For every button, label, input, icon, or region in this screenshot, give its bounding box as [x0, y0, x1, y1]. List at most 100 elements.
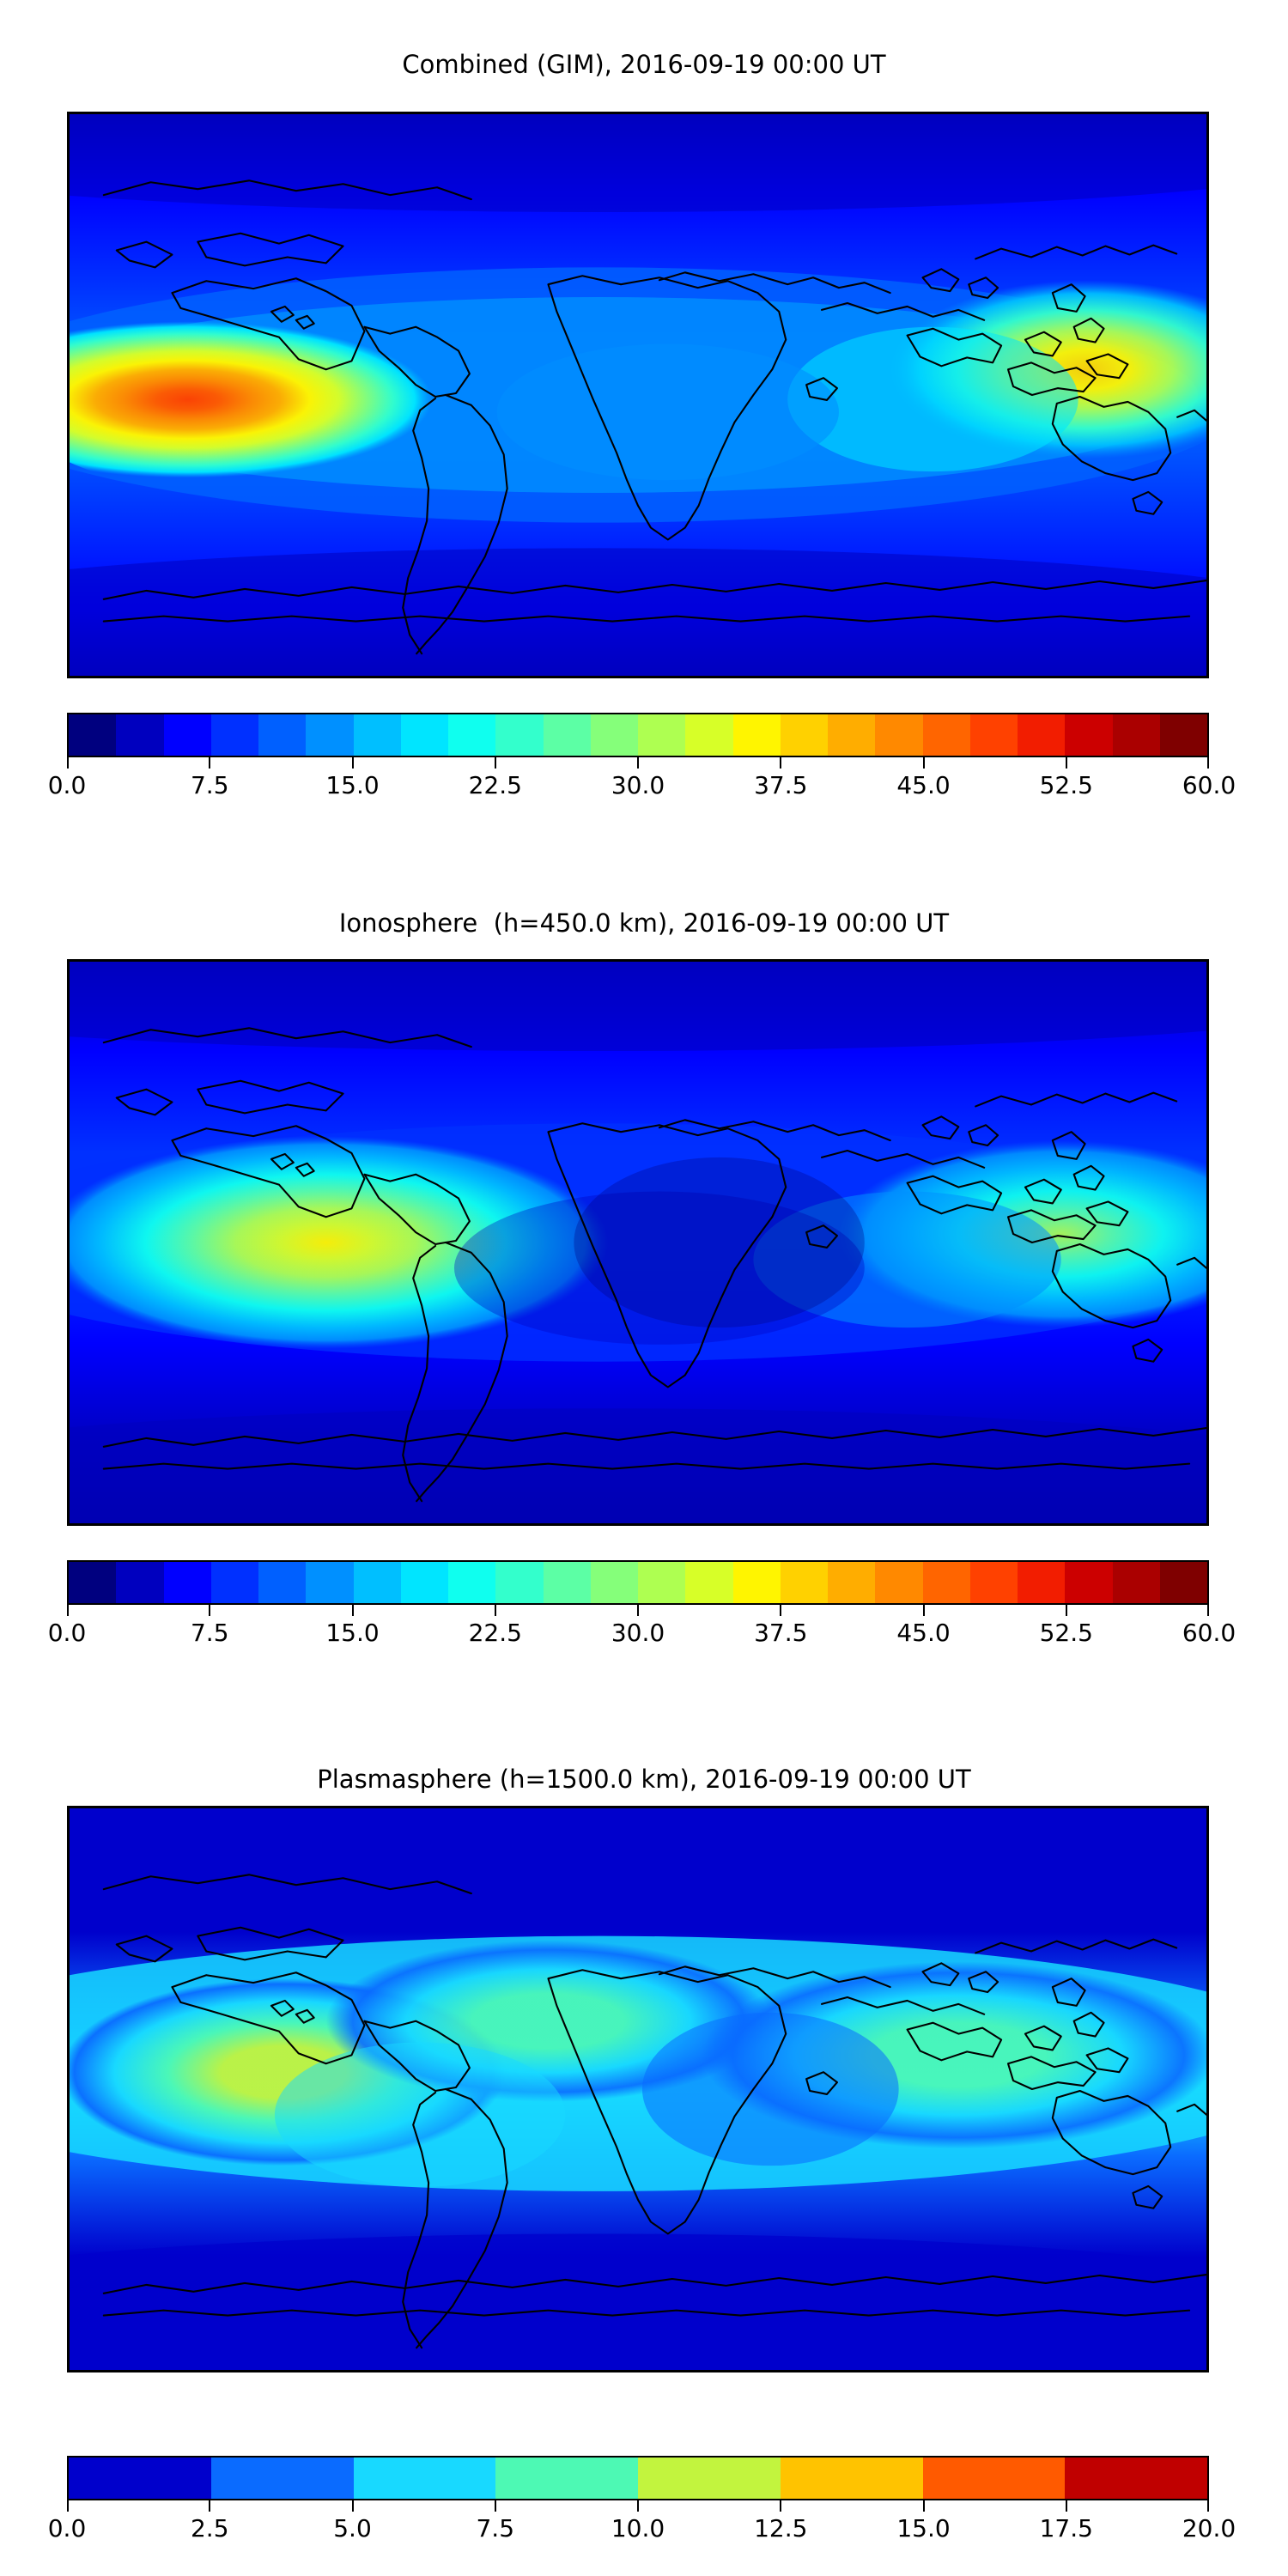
colorbar-tick-label: 2.5: [190, 2514, 229, 2543]
colorbar-tick: [1207, 1605, 1209, 1616]
colorbar-tick-label: 5.0: [333, 2514, 372, 2543]
panel-ionosphere: Ionosphere (h=450.0 km), 2016-09-19 00:0…: [0, 859, 1288, 1717]
colorbar-tick: [67, 1605, 69, 1616]
colorbar-tick-label: 52.5: [1039, 1619, 1093, 1647]
colorbar-tick-label: 37.5: [754, 1619, 808, 1647]
colorbar-ionosphere-labels: 0.0 7.5 15.0 22.5 30.0 37.5 45.0 52.5 60.0: [48, 1617, 1236, 1651]
colorbar-tick-label: 37.5: [754, 771, 808, 799]
colorbar-tick-label: 30.0: [611, 1619, 665, 1647]
colorbar-tick: [494, 2500, 496, 2512]
colorbar-plasmasphere-labels: 0.0 2.5 5.0 7.5 10.0 12.5 15.0 17.5 20.0: [48, 2512, 1236, 2547]
colorbar-plasmasphere-ticks: [67, 2500, 1209, 2512]
colorbar-segment: [495, 1562, 544, 1603]
colorbar-tick-label: 10.0: [611, 2514, 665, 2543]
colorbar-segment: [495, 714, 544, 756]
colorbar-tick-label: 17.5: [1039, 2514, 1093, 2543]
colorbar-plasmasphere-bar: [67, 2456, 1209, 2500]
map-canvas-plasmasphere: [70, 1808, 1206, 2370]
panel-plasmasphere: Plasmasphere (h=1500.0 km), 2016-09-19 0…: [0, 1717, 1288, 2576]
colorbar-tick: [351, 757, 354, 769]
colorbar-tick: [922, 2500, 925, 2512]
colorbar-segment: [732, 1562, 781, 1603]
colorbar-tick: [1065, 1605, 1067, 1616]
colorbar-segment: [163, 1562, 211, 1603]
colorbar-ionosphere-ticks: [67, 1605, 1209, 1617]
colorbar-segment: [353, 2458, 496, 2499]
colorbar-segment: [1065, 714, 1113, 756]
colorbar-plasmasphere: 0.0 2.5 5.0 7.5 10.0 12.5 15.0 17.5 20.0: [48, 2456, 1236, 2547]
colorbar-segment: [780, 2458, 923, 2499]
colorbar-segment: [116, 714, 164, 756]
colorbar-tick: [780, 757, 782, 769]
map-canvas-ionosphere: [70, 962, 1206, 1523]
colorbar-segment: [1159, 714, 1207, 756]
colorbar-segment: [116, 1562, 164, 1603]
colorbar-segment: [780, 714, 828, 756]
colorbar-segment: [163, 714, 211, 756]
colorbar-segment: [922, 1562, 970, 1603]
colorbar-segment: [828, 1562, 876, 1603]
colorbar-segment: [258, 714, 307, 756]
colorbar-segment: [353, 714, 401, 756]
colorbar-tick: [637, 1605, 639, 1616]
colorbar-tick-label: 7.5: [190, 771, 229, 799]
colorbar-segment: [685, 714, 733, 756]
panel-combined-gim: Combined (GIM), 2016-09-19 00:00 UT: [0, 0, 1288, 859]
colorbar-combined-bar: [67, 713, 1209, 757]
coastlines-combined: [102, 179, 1206, 655]
colorbar-segment: [875, 714, 923, 756]
colorbar-combined-ticks: [67, 757, 1209, 769]
colorbar-tick: [67, 2500, 69, 2512]
colorbar-tick-label: 22.5: [468, 1619, 522, 1647]
colorbar-segment: [495, 2458, 638, 2499]
colorbar-segment: [543, 714, 591, 756]
colorbar-segment: [210, 714, 258, 756]
map-combined-gim: [67, 112, 1209, 678]
colorbar-segment: [69, 2458, 211, 2499]
colorbar-segment: [258, 1562, 307, 1603]
colorbar-tick-label: 30.0: [611, 771, 665, 799]
colorbar-tick-label: 0.0: [47, 771, 87, 799]
colorbar-tick-label: 7.5: [190, 1619, 229, 1647]
colorbar-segment: [448, 1562, 496, 1603]
colorbar-segment: [69, 1562, 117, 1603]
colorbar-segment: [969, 1562, 1018, 1603]
colorbar-tick: [351, 2500, 354, 2512]
colorbar-tick-label: 0.0: [47, 1619, 87, 1647]
colorbar-tick: [67, 757, 69, 769]
colorbar-segment: [306, 714, 354, 756]
colorbar-segment: [353, 1562, 401, 1603]
colorbar-segment: [1112, 714, 1160, 756]
colorbar-segment: [685, 1562, 733, 1603]
panel-title-plasmasphere: Plasmasphere (h=1500.0 km), 2016-09-19 0…: [317, 1765, 971, 1794]
colorbar-tick-label: 60.0: [1182, 1619, 1236, 1647]
colorbar-tick-label: 45.0: [896, 1619, 951, 1647]
map-ionosphere: [67, 959, 1209, 1526]
colorbar-tick: [1207, 2500, 1209, 2512]
colorbar-segment: [1065, 1562, 1113, 1603]
map-canvas-combined: [70, 114, 1206, 676]
colorbar-segment: [1018, 1562, 1066, 1603]
panel-title-combined: Combined (GIM), 2016-09-19 00:00 UT: [402, 50, 886, 79]
colorbar-segment: [1112, 1562, 1160, 1603]
colorbar-tick: [351, 1605, 354, 1616]
panel-title-ionosphere: Ionosphere (h=450.0 km), 2016-09-19 00:0…: [338, 908, 950, 938]
colorbar-tick: [1065, 757, 1067, 769]
colorbar-segment: [448, 714, 496, 756]
coastlines-plasmasphere: [102, 1874, 1206, 2349]
colorbar-tick: [1065, 2500, 1067, 2512]
colorbar-tick-label: 15.0: [896, 2514, 951, 2543]
colorbar-segment: [210, 1562, 258, 1603]
colorbar-tick: [494, 1605, 496, 1616]
colorbar-tick: [209, 1605, 211, 1616]
colorbar-segment: [1018, 714, 1066, 756]
colorbar-segment: [875, 1562, 923, 1603]
colorbar-combined: 0.0 7.5 15.0 22.5 30.0 37.5 45.0 52.5 60.0: [48, 713, 1236, 804]
colorbar-segment: [969, 714, 1018, 756]
colorbar-tick: [922, 757, 925, 769]
colorbar-segment: [922, 2458, 1066, 2499]
colorbar-segment: [780, 1562, 828, 1603]
colorbar-tick-label: 45.0: [896, 771, 951, 799]
colorbar-segment: [1159, 1562, 1207, 1603]
